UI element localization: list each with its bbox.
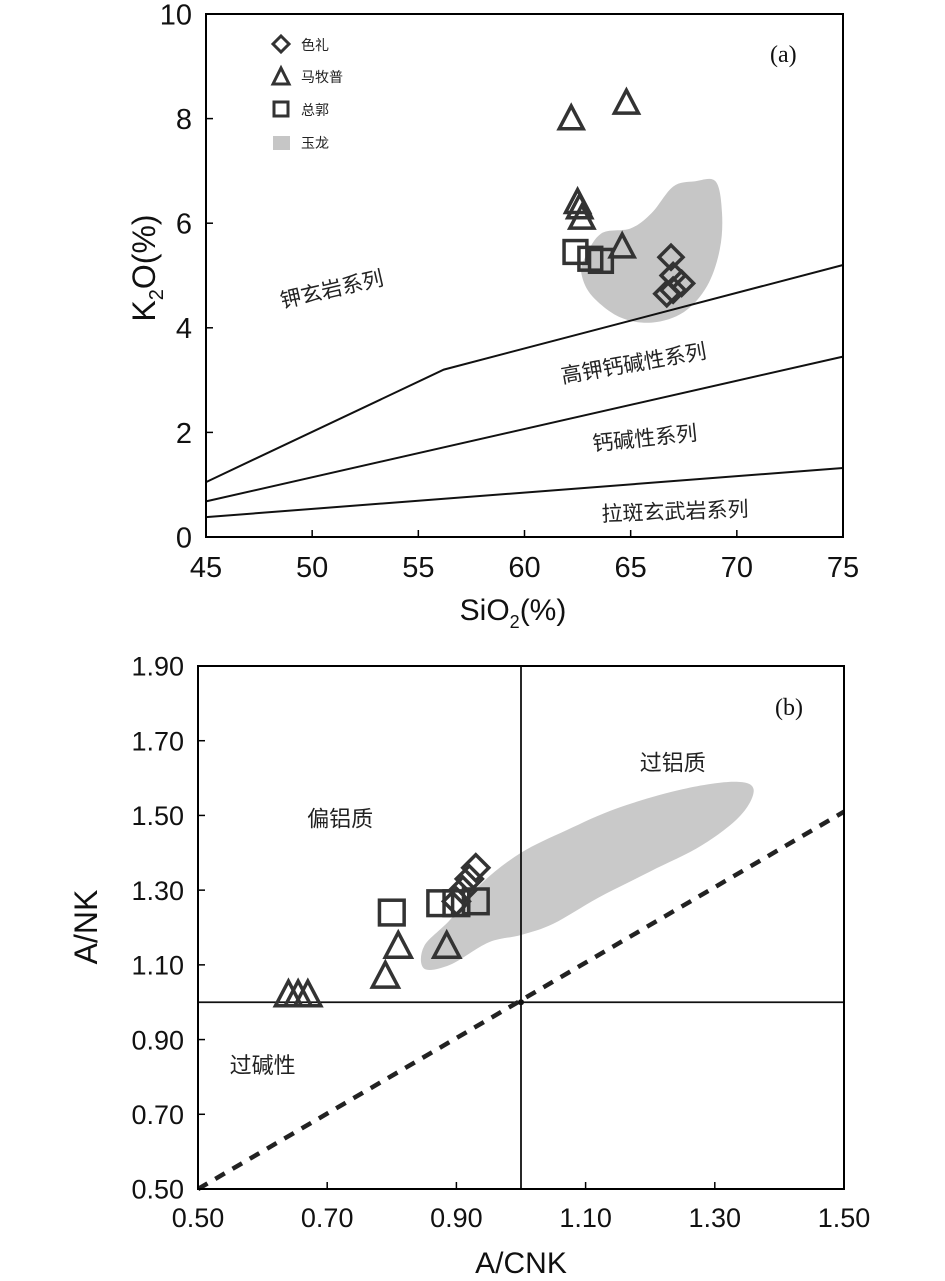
chart-a-legend: 色礼 马牧普 总郭 玉龙 [270, 33, 343, 152]
data-point-square [377, 898, 406, 927]
chart-a-x-tick-label: 75 [827, 552, 859, 584]
chart-b-x-tick-label: 1.30 [689, 1203, 742, 1233]
y-title-tail: O(%) [126, 214, 162, 289]
data-point-triangle [382, 928, 415, 959]
chart-b-x-tick-label: 0.70 [301, 1203, 354, 1233]
chart-a-x-tick-label: 45 [190, 552, 222, 584]
series-boundary-line [205, 467, 844, 519]
chart-b-y-tick-label: 0.90 [131, 1025, 184, 1055]
peraluminous-dashed-boundary [196, 809, 846, 1191]
series-boundary-line [205, 264, 844, 484]
chart-b-series-layer [272, 852, 492, 1008]
data-point-triangle [566, 201, 597, 230]
chart-a-x-tick-label: 50 [296, 552, 328, 584]
chart-a-y-tick-label: 8 [176, 104, 192, 136]
chart-b-panel-label: (b) [775, 695, 803, 721]
chart-a-y-tick-label: 4 [176, 313, 192, 345]
legend-label-seli: 色礼 [301, 37, 329, 54]
alumina-region-label: 偏铝质 [307, 808, 373, 833]
x-title-main: SiO [460, 594, 510, 627]
rock-series-label: 高钾钙碱性系列 [559, 339, 708, 388]
yulong-field-area [420, 781, 754, 970]
chart-b-y-tick-label: 1.10 [131, 951, 184, 981]
chart-b-y-tick-label: 0.70 [131, 1100, 184, 1130]
chart-a-x-tick-label: 70 [721, 552, 753, 584]
rock-series-label: 钙碱性系列 [591, 421, 698, 456]
legend-label-mamupu: 马牧普 [301, 70, 343, 86]
chart-b-x-axis-title: A/CNK [475, 1247, 567, 1280]
legend-label-zongguo: 总郭 [301, 102, 329, 119]
chart-a-panel-label: (a) [770, 42, 797, 68]
chart-b-frame [197, 665, 845, 1190]
data-point-square [442, 889, 471, 918]
alumina-region-label: 过碱性 [230, 1054, 296, 1079]
chart-a-x-tick-label: 60 [508, 552, 540, 584]
data-point-triangle [369, 958, 402, 989]
chart-a-x-tick-label: 65 [615, 552, 647, 584]
chart-b-x-tick-label: 0.50 [172, 1203, 225, 1233]
legend-diamond-marker [270, 33, 292, 55]
rock-series-label: 钾玄岩系列 [278, 266, 386, 313]
data-point-square [562, 238, 589, 266]
chart-a-field-layer [581, 178, 723, 323]
chart-b-ticks-layer: 0.50 0.70 0.90 1.10 1.30 1.50 0.50 0.70 0.90 1.10… [131, 652, 870, 1233]
chart-a-y-axis-title: K2O(%) [126, 214, 168, 321]
chart-b-y-tick-label: 1.30 [131, 876, 184, 906]
chart-a-x-axis-title: SiO2(%) [460, 594, 567, 632]
chart-a-y-tick-label: 2 [176, 418, 192, 450]
alumina-region-label: 过铝质 [640, 752, 706, 777]
legend-triangle-marker [270, 64, 292, 86]
data-point-diamond [460, 852, 492, 884]
data-point-square [461, 887, 490, 916]
data-point-triangle [556, 102, 587, 131]
chart-b-y-axis-title: A/NK [68, 890, 104, 965]
chart-b-field-layer [420, 781, 754, 970]
legend-label-yulong: 玉龙 [301, 136, 329, 152]
chart-b-y-tick-label: 1.70 [131, 726, 184, 756]
legend-square-marker [272, 100, 290, 118]
y-title-main: K [126, 300, 162, 321]
chart-a-y-tick-label: 10 [160, 0, 192, 31]
data-point-square [426, 889, 455, 918]
chart-a-frame [205, 13, 844, 538]
data-point-triangle [564, 191, 595, 220]
chart-b-x-tick-label: 1.10 [559, 1203, 612, 1233]
yulong-field-area [581, 178, 723, 323]
chart-a-y-tick-label: 6 [176, 209, 192, 241]
chart-b-y-tick-label: 1.90 [131, 652, 184, 682]
data-point-triangle [611, 86, 642, 115]
data-point-diamond [652, 279, 682, 309]
data-point-diamond [658, 275, 688, 305]
data-point-square [587, 247, 615, 275]
data-point-triangle [430, 928, 463, 959]
legend-field-swatch [273, 136, 290, 150]
y-title-subscript: 2 [146, 289, 168, 300]
chart-b-y-tick-label: 1.50 [131, 801, 184, 831]
chart-b-x-tick-label: 1.50 [818, 1203, 871, 1233]
x-title-subscript: 2 [510, 612, 520, 632]
x-title-tail: (%) [520, 594, 567, 627]
chart-a-y-tick-label: 0 [176, 522, 192, 554]
series-boundary-line [205, 355, 844, 503]
rock-series-label: 拉斑玄武岩系列 [601, 497, 749, 526]
chart-a-series-layer [556, 86, 697, 309]
reference-intersection-dot [518, 999, 524, 1006]
chart-b-y-tick-label: 0.50 [131, 1175, 184, 1205]
chart-a-ticks-layer: 45 50 55 60 65 70 75 0 2 4 6 8 10 [160, 0, 859, 584]
chart-b-x-tick-label: 0.90 [430, 1203, 483, 1233]
chart-a-x-tick-label: 55 [402, 552, 434, 584]
data-point-triangle [291, 977, 324, 1008]
data-point-triangle [607, 230, 638, 259]
data-point-diamond [656, 242, 686, 272]
